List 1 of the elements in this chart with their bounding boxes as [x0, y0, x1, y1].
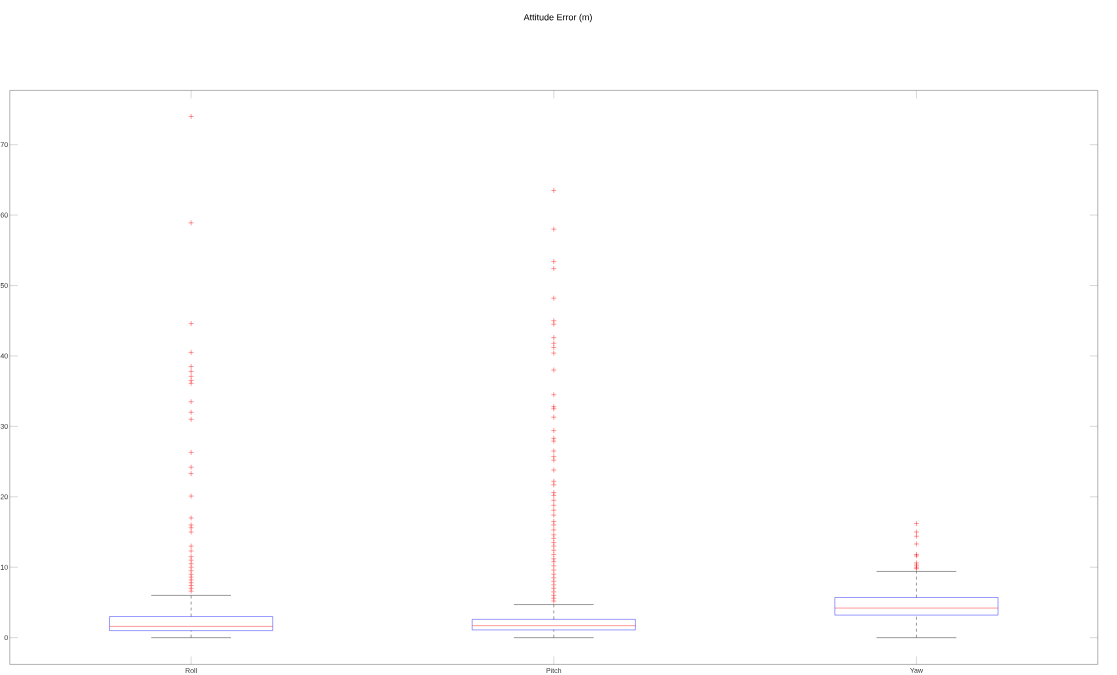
chart-title: Attitude Error (m) — [523, 13, 592, 23]
